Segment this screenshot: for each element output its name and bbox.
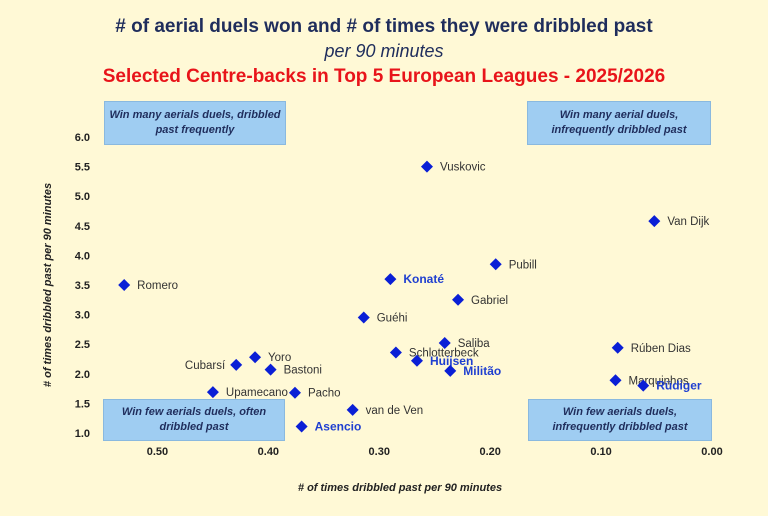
quadrant-note-bottom-left: Win few aerials duels, often dribbled pa… [103,399,285,441]
data-point [637,379,650,392]
point-label: Konaté [403,272,444,286]
x-tick-label: 0.10 [590,446,611,458]
point-label: Rüdiger [656,379,702,393]
chart-title: # of aerial duels won and # of times the… [115,16,653,37]
data-point [288,386,301,399]
data-point [648,215,661,228]
point-label: Upamecano [226,387,288,399]
data-point [410,354,423,367]
y-axis-label: # of times dribbled past per 90 minutes [42,183,54,387]
data-point [264,363,277,376]
data-point [444,364,457,377]
data-point [389,346,402,359]
data-point [489,258,502,271]
x-tick-label: 0.00 [701,446,722,458]
data-point [295,420,308,433]
point-label: Bastoni [284,365,322,377]
x-axis-label: # of times dribbled past per 90 minutes [298,482,502,494]
chart-subtitle: per 90 minutes [324,41,444,61]
data-point [452,293,465,306]
x-tick-label: 0.20 [479,446,500,458]
data-point [230,358,243,371]
data-point [206,386,219,399]
point-label: Saliba [458,338,491,350]
quadrant-note-bottom-right: Win few aerials duels, infrequently drib… [528,399,712,441]
data-point [609,374,622,387]
point-label: Rúben Dias [631,343,691,355]
point-label: Asencio [315,419,362,433]
y-tick-label: 4.5 [75,221,90,233]
y-tick-label: 2.0 [75,369,90,381]
data-point [611,341,624,354]
x-tick-label: 0.40 [258,446,279,458]
point-label: Huijsen [430,354,473,368]
y-tick-label: 3.0 [75,310,90,322]
y-tick-label: 1.5 [75,398,90,410]
y-tick-label: 5.5 [75,162,90,174]
point-label: Gabriel [471,295,508,307]
y-tick-label: 3.5 [75,280,90,292]
point-label: Schlotterbeck [409,347,479,359]
y-tick-label: 5.0 [75,191,90,203]
quadrant-note-top-left: Win many aerials duels, dribbled past fr… [104,101,286,145]
data-point [118,279,131,291]
y-tick-label: 6.0 [75,132,90,144]
data-point [249,351,262,364]
point-label: Vuskovic [440,162,486,174]
data-point [420,160,433,173]
quadrant-note-top-right: Win many aerial duels, infrequently drib… [527,101,711,145]
point-label: van de Ven [366,405,424,417]
point-label: Pubill [509,259,537,271]
y-tick-label: 2.5 [75,339,90,351]
point-label: Guéhi [377,313,408,325]
y-tick-label: 4.0 [75,250,90,262]
point-label: Militão [463,364,501,378]
point-label: Romero [137,280,178,292]
data-point [438,337,451,350]
data-point [384,273,397,286]
point-label: Cubarsí [185,360,226,372]
data-point [357,311,370,324]
chart-subtitle-2: Selected Centre-backs in Top 5 European … [102,66,666,87]
point-label: Yoro [268,352,291,364]
y-tick-label: 1.0 [75,428,90,440]
point-label: Van Dijk [667,216,709,228]
x-tick-label: 0.50 [147,446,168,458]
point-label: Pacho [308,388,341,400]
data-point [346,403,359,416]
x-tick-label: 0.30 [369,446,390,458]
